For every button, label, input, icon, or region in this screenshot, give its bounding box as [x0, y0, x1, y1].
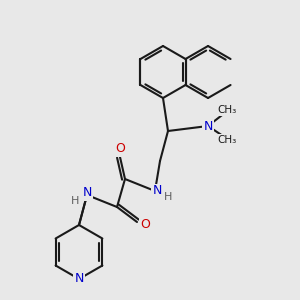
- Text: O: O: [140, 218, 150, 230]
- Text: O: O: [115, 142, 125, 155]
- Text: CH₃: CH₃: [218, 135, 237, 145]
- Text: H: H: [164, 192, 172, 202]
- Text: N: N: [203, 119, 213, 133]
- Text: N: N: [74, 272, 84, 286]
- Text: H: H: [71, 196, 79, 206]
- Text: N: N: [82, 187, 92, 200]
- Text: CH₃: CH₃: [218, 105, 237, 115]
- Text: N: N: [152, 184, 162, 197]
